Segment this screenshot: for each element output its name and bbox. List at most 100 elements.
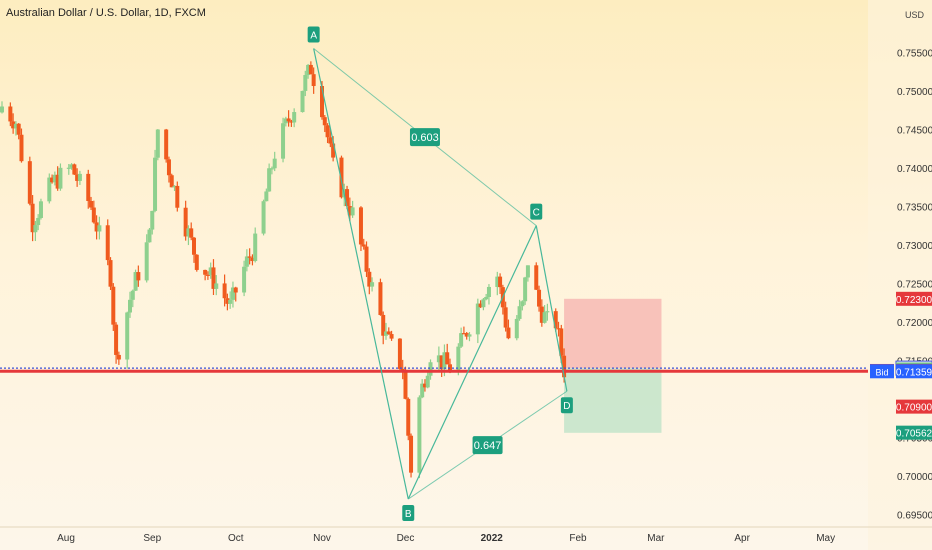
candle-body [562, 355, 567, 378]
candle-body [289, 121, 294, 123]
candle-body [486, 286, 491, 297]
candle [183, 200, 188, 241]
candle [306, 63, 311, 79]
candle [397, 338, 402, 373]
candle-body [16, 123, 21, 135]
price-label-box [896, 425, 932, 440]
candle-body [147, 229, 152, 243]
candle [459, 327, 464, 348]
candle [0, 101, 4, 114]
candle-body [69, 164, 74, 168]
candle-body [244, 256, 249, 267]
ratio-label: 0.647 [474, 440, 502, 452]
candle [322, 115, 327, 133]
candle [478, 300, 483, 308]
candle [272, 151, 277, 172]
candle [439, 355, 444, 377]
candle [370, 277, 375, 292]
candle-body [389, 334, 394, 339]
candle-body [194, 254, 199, 270]
candle [328, 128, 333, 148]
price-label: 0.70900 [896, 399, 932, 414]
candle-body [205, 274, 210, 276]
candle-body [525, 265, 530, 278]
candle-body [27, 161, 32, 204]
candle-body [247, 256, 252, 258]
candle-body [311, 74, 316, 87]
candle-body [306, 64, 311, 76]
y-tick-label: 0.69500 [897, 510, 932, 521]
candle [292, 108, 297, 128]
candle-body [350, 207, 355, 216]
candle-body [520, 301, 525, 307]
candle [514, 315, 519, 341]
candle-body [325, 125, 330, 138]
candle [486, 284, 491, 305]
candle [91, 200, 96, 224]
candle-body [169, 175, 174, 188]
candle [253, 227, 258, 263]
candle-body [428, 362, 433, 376]
candle [192, 236, 196, 263]
candle-body [539, 306, 544, 323]
candle-body [361, 244, 366, 247]
candle-body [403, 371, 408, 399]
price-label: 0.72300 [896, 291, 932, 306]
candle-body [72, 164, 77, 175]
candle-body [425, 375, 430, 388]
candles [0, 61, 567, 479]
candle-body [464, 333, 469, 337]
candle-body [38, 201, 43, 218]
x-tick-label: 2022 [481, 533, 504, 544]
candle [186, 225, 191, 246]
candle [384, 322, 388, 340]
candle [428, 359, 433, 380]
y-tick-label: 0.72500 [897, 279, 932, 290]
candle [150, 210, 155, 235]
candle [517, 299, 522, 321]
candle [481, 297, 486, 311]
candle [205, 271, 210, 280]
candle [283, 116, 288, 127]
candle [417, 395, 422, 479]
candle-body [484, 296, 489, 300]
candle [11, 113, 16, 134]
candle [261, 199, 266, 236]
candle [97, 216, 102, 240]
candle [520, 300, 525, 311]
candle [467, 331, 472, 342]
x-tick-label: Mar [647, 533, 665, 544]
candle-body [105, 225, 110, 261]
ratio-badge [472, 436, 503, 455]
candle-body [186, 228, 191, 237]
candle [164, 128, 169, 163]
candle [155, 129, 160, 161]
candle [111, 283, 116, 331]
candle-body [136, 272, 141, 281]
candle-body [559, 328, 564, 356]
candle-body [175, 185, 180, 208]
candle-body [553, 311, 558, 329]
pattern-point-badge [402, 505, 415, 522]
price-label-text: 0.70562 [896, 429, 932, 440]
candle-body [320, 86, 324, 118]
pattern-leg-ab [313, 48, 409, 500]
price-label-box [896, 291, 932, 306]
x-tick-label: Apr [734, 533, 750, 544]
candle [264, 188, 269, 202]
candle [72, 163, 77, 175]
candle [153, 149, 158, 213]
candle-body [144, 242, 149, 281]
take-profit-zone [564, 368, 662, 433]
candle-body [523, 277, 528, 302]
candle [105, 219, 110, 266]
candle [225, 293, 230, 311]
candle-body [272, 158, 277, 169]
candle-body [203, 269, 208, 275]
candle [108, 257, 113, 291]
candle-body [506, 327, 511, 339]
candle [545, 303, 550, 321]
candle-body [370, 282, 375, 287]
candle [242, 260, 247, 297]
